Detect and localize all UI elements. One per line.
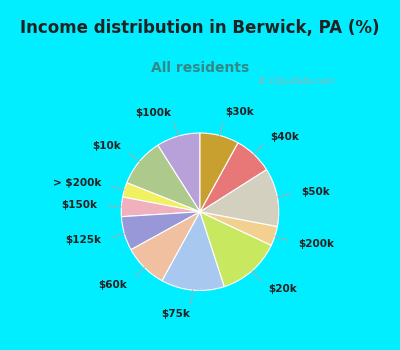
Wedge shape (123, 183, 200, 212)
Wedge shape (127, 145, 200, 212)
Text: > $200k: > $200k (53, 178, 101, 188)
Text: $100k: $100k (135, 108, 171, 118)
Wedge shape (200, 212, 271, 287)
Text: All residents: All residents (151, 62, 249, 76)
Text: $50k: $50k (301, 188, 330, 197)
Text: $10k: $10k (92, 141, 121, 151)
Text: $60k: $60k (98, 280, 127, 289)
Text: $150k: $150k (61, 200, 97, 210)
Text: $125k: $125k (65, 236, 101, 245)
Text: $75k: $75k (162, 309, 190, 319)
Wedge shape (158, 133, 200, 212)
Wedge shape (131, 212, 200, 281)
Text: © City-Data.com: © City-Data.com (258, 77, 334, 86)
Wedge shape (200, 212, 277, 245)
Wedge shape (200, 169, 279, 226)
Text: $20k: $20k (268, 284, 297, 294)
Wedge shape (121, 197, 200, 217)
Text: $30k: $30k (226, 107, 254, 117)
Wedge shape (200, 133, 238, 212)
Wedge shape (200, 143, 266, 212)
Wedge shape (122, 212, 200, 250)
Wedge shape (162, 212, 224, 290)
Text: $40k: $40k (270, 132, 299, 142)
Text: $200k: $200k (298, 239, 334, 248)
Text: Income distribution in Berwick, PA (%): Income distribution in Berwick, PA (%) (20, 19, 380, 37)
